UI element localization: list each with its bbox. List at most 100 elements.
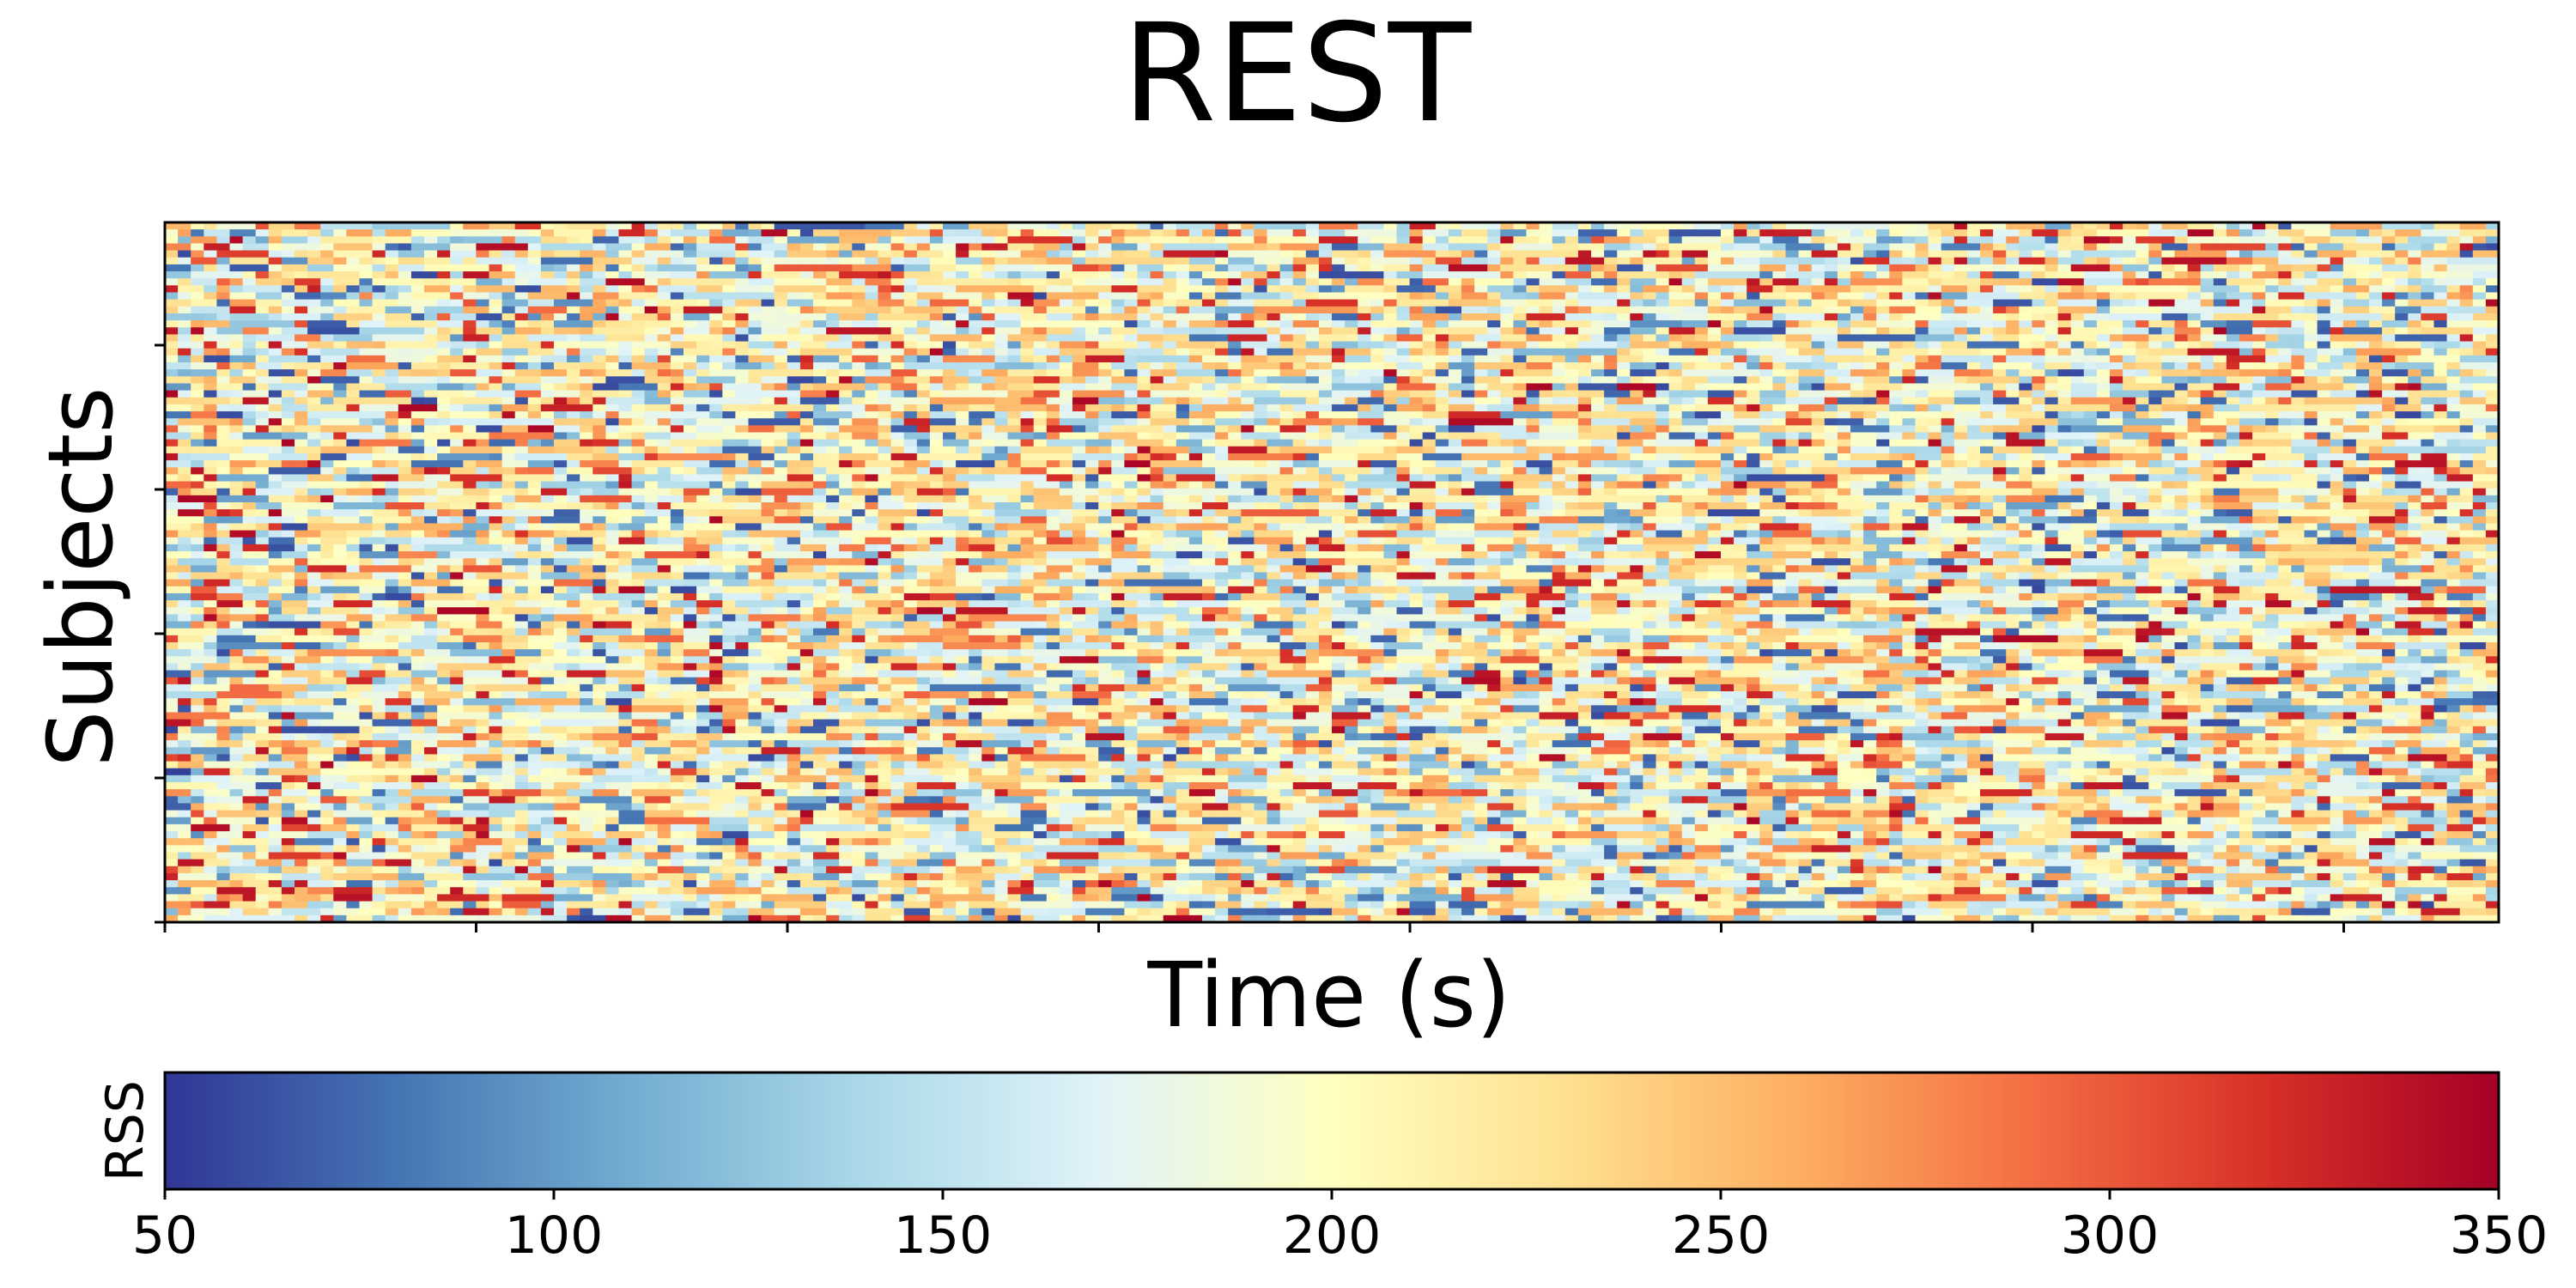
heatmap-cell xyxy=(1098,222,1112,230)
heatmap-cell xyxy=(1668,292,1683,301)
heatmap-cell xyxy=(1577,355,1592,363)
heatmap-cell xyxy=(1461,327,1475,335)
heatmap-cell xyxy=(567,320,580,328)
heatmap-cell xyxy=(489,390,503,398)
heatmap-cell xyxy=(216,341,231,349)
heatmap-cell xyxy=(1694,278,1709,286)
heatmap-cell xyxy=(1681,243,1696,252)
heatmap-cell xyxy=(852,334,866,343)
heatmap-cell xyxy=(631,236,646,245)
heatmap-cell xyxy=(1305,397,1320,405)
heatmap-cell xyxy=(191,264,204,272)
heatmap-cell xyxy=(2446,271,2461,279)
heatmap-cell xyxy=(2304,236,2318,245)
heatmap-cell xyxy=(2304,306,2318,314)
heatmap-cell xyxy=(2110,222,2123,230)
heatmap-cell xyxy=(333,369,347,377)
heatmap-cell xyxy=(554,334,568,343)
heatmap-cell xyxy=(1604,250,1618,258)
heatmap-cell xyxy=(1863,285,1877,294)
heatmap-cell xyxy=(878,383,892,392)
heatmap-cell xyxy=(1085,320,1099,328)
heatmap-cell xyxy=(204,229,217,237)
heatmap-cell xyxy=(567,306,580,314)
heatmap-cell xyxy=(1993,264,2007,272)
heatmap-cell xyxy=(281,229,295,237)
heatmap-cell xyxy=(2239,285,2253,294)
heatmap-cell xyxy=(761,278,775,286)
heatmap-cell xyxy=(657,362,671,370)
heatmap-cell xyxy=(1007,285,1022,294)
heatmap-cell xyxy=(1759,306,1773,314)
heatmap-cell xyxy=(1707,243,1722,252)
heatmap-cell xyxy=(242,264,257,272)
heatmap-cell xyxy=(1267,369,1281,377)
heatmap-cell xyxy=(295,341,308,349)
heatmap-cell xyxy=(1747,278,1760,286)
heatmap-cell xyxy=(735,229,750,237)
heatmap-cell xyxy=(631,376,646,385)
heatmap-cell xyxy=(204,320,217,328)
heatmap-cell xyxy=(1137,320,1151,328)
heatmap-cell xyxy=(333,320,347,328)
heatmap-cell xyxy=(1500,257,1514,265)
heatmap-cell xyxy=(501,341,516,349)
heatmap-cell xyxy=(1643,264,1657,272)
heatmap-cell xyxy=(865,264,879,272)
heatmap-cell xyxy=(1370,348,1384,356)
heatmap-cell xyxy=(878,404,892,412)
heatmap-cell xyxy=(527,285,542,294)
heatmap-cell xyxy=(981,222,995,230)
heatmap-cell xyxy=(580,355,593,363)
heatmap-cell xyxy=(1941,397,1955,405)
heatmap-cell xyxy=(1383,390,1398,398)
heatmap-cell xyxy=(1202,250,1216,258)
heatmap-cell xyxy=(1137,397,1151,405)
heatmap-cell xyxy=(852,362,866,370)
heatmap-cell xyxy=(1254,229,1268,237)
heatmap-cell xyxy=(229,376,244,385)
heatmap-cell xyxy=(1734,243,1747,252)
heatmap-cell xyxy=(1993,334,2007,343)
heatmap-cell xyxy=(1681,383,1696,392)
heatmap-cell xyxy=(1033,327,1048,335)
heatmap-cell xyxy=(1098,327,1112,335)
heatmap-cell xyxy=(1513,383,1528,392)
heatmap-cell xyxy=(2317,327,2331,335)
heatmap-cell xyxy=(1591,313,1605,321)
heatmap-cell xyxy=(1448,299,1462,307)
heatmap-cell xyxy=(450,306,464,314)
heatmap-cell xyxy=(1292,341,1307,349)
heatmap-cell xyxy=(1072,313,1086,321)
heatmap-cell xyxy=(2174,334,2189,343)
heatmap-cell xyxy=(1552,243,1566,252)
heatmap-cell xyxy=(1734,229,1747,237)
heatmap-cell xyxy=(437,250,451,258)
heatmap-cell xyxy=(943,222,957,230)
heatmap-cell xyxy=(631,250,646,258)
heatmap-cell xyxy=(2057,376,2072,385)
heatmap-cell xyxy=(2459,271,2474,279)
heatmap-cell xyxy=(1798,376,1813,385)
heatmap-cell xyxy=(1358,271,1371,279)
heatmap-cell xyxy=(1863,313,1877,321)
heatmap-cell xyxy=(165,320,179,328)
heatmap-cell xyxy=(204,327,217,335)
heatmap-cell xyxy=(2200,362,2215,370)
heatmap-cell xyxy=(981,334,995,343)
heatmap-cell xyxy=(450,271,464,279)
heatmap-cell xyxy=(1630,383,1643,392)
heatmap-cell xyxy=(1033,320,1048,328)
heatmap-cell xyxy=(2317,250,2331,258)
heatmap-cell xyxy=(1513,355,1528,363)
heatmap-cell xyxy=(1941,390,1955,398)
heatmap-cell xyxy=(2174,299,2189,307)
heatmap-cell xyxy=(489,411,503,419)
heatmap-cell xyxy=(1980,292,1994,301)
heatmap-cell xyxy=(1552,320,1566,328)
heatmap-cell xyxy=(1292,264,1307,272)
heatmap-cell xyxy=(1305,334,1320,343)
heatmap-cell xyxy=(605,334,620,343)
heatmap-cell xyxy=(242,411,257,419)
heatmap-cell xyxy=(1811,285,1826,294)
